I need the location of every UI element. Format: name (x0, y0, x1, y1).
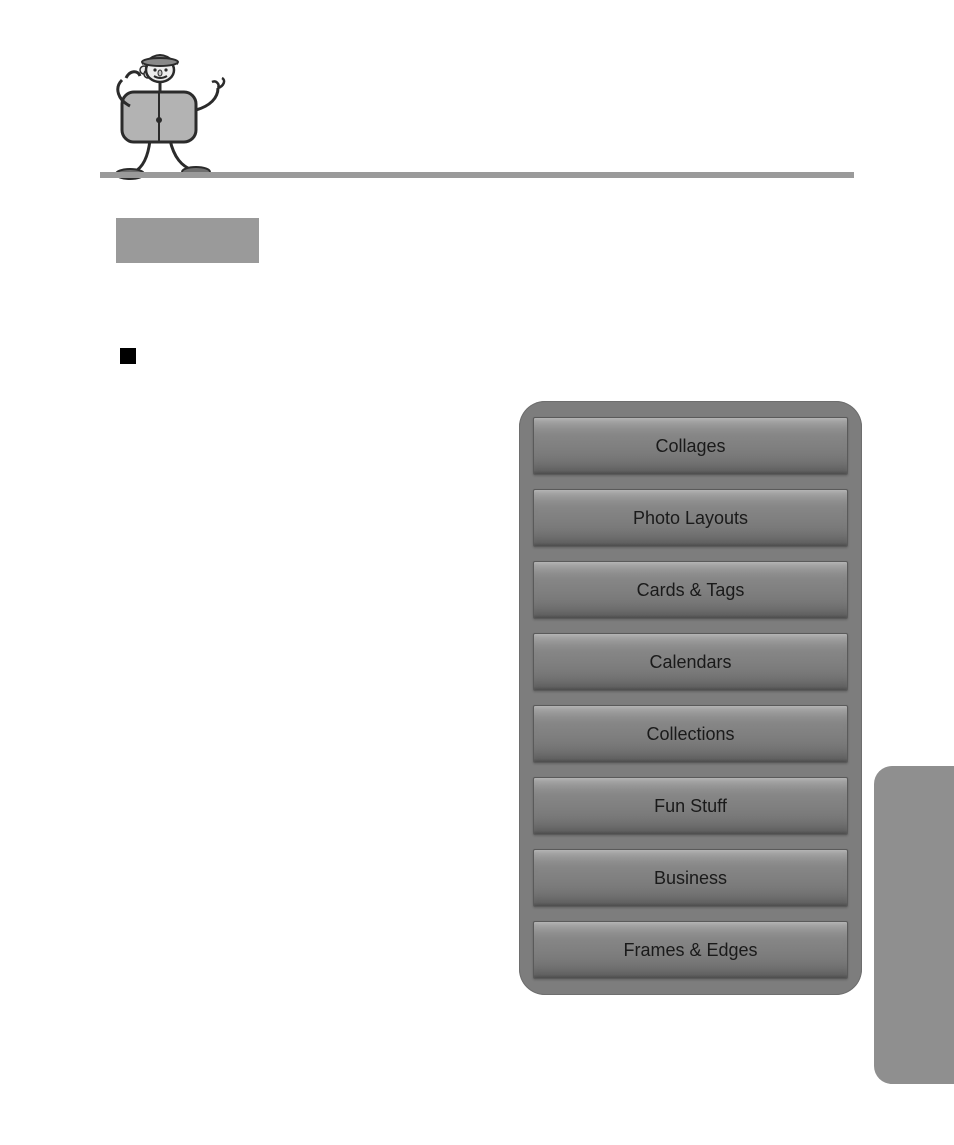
menu-item-label: Collections (646, 724, 734, 745)
menu-item-label: Collages (655, 436, 725, 457)
menu-item-label: Frames & Edges (623, 940, 757, 961)
menu-item-collages[interactable]: Collages (533, 417, 848, 475)
menu-item-label: Cards & Tags (637, 580, 745, 601)
menu-item-calendars[interactable]: Calendars (533, 633, 848, 691)
menu-item-collections[interactable]: Collections (533, 705, 848, 763)
header-rule (100, 172, 854, 178)
menu-item-label: Photo Layouts (633, 508, 748, 529)
mascot-icon (100, 40, 230, 180)
menu-item-label: Business (654, 868, 727, 889)
menu-item-photo-layouts[interactable]: Photo Layouts (533, 489, 848, 547)
category-menu-panel: Collages Photo Layouts Cards & Tags Cale… (519, 401, 862, 995)
menu-item-label: Calendars (649, 652, 731, 673)
menu-item-label: Fun Stuff (654, 796, 727, 817)
side-tab[interactable] (874, 766, 954, 1084)
menu-item-cards-tags[interactable]: Cards & Tags (533, 561, 848, 619)
menu-item-business[interactable]: Business (533, 849, 848, 907)
bullet-marker (120, 348, 136, 364)
menu-item-frames-edges[interactable]: Frames & Edges (533, 921, 848, 979)
menu-item-fun-stuff[interactable]: Fun Stuff (533, 777, 848, 835)
section-heading-block (116, 218, 259, 263)
header-mascot (100, 40, 230, 180)
